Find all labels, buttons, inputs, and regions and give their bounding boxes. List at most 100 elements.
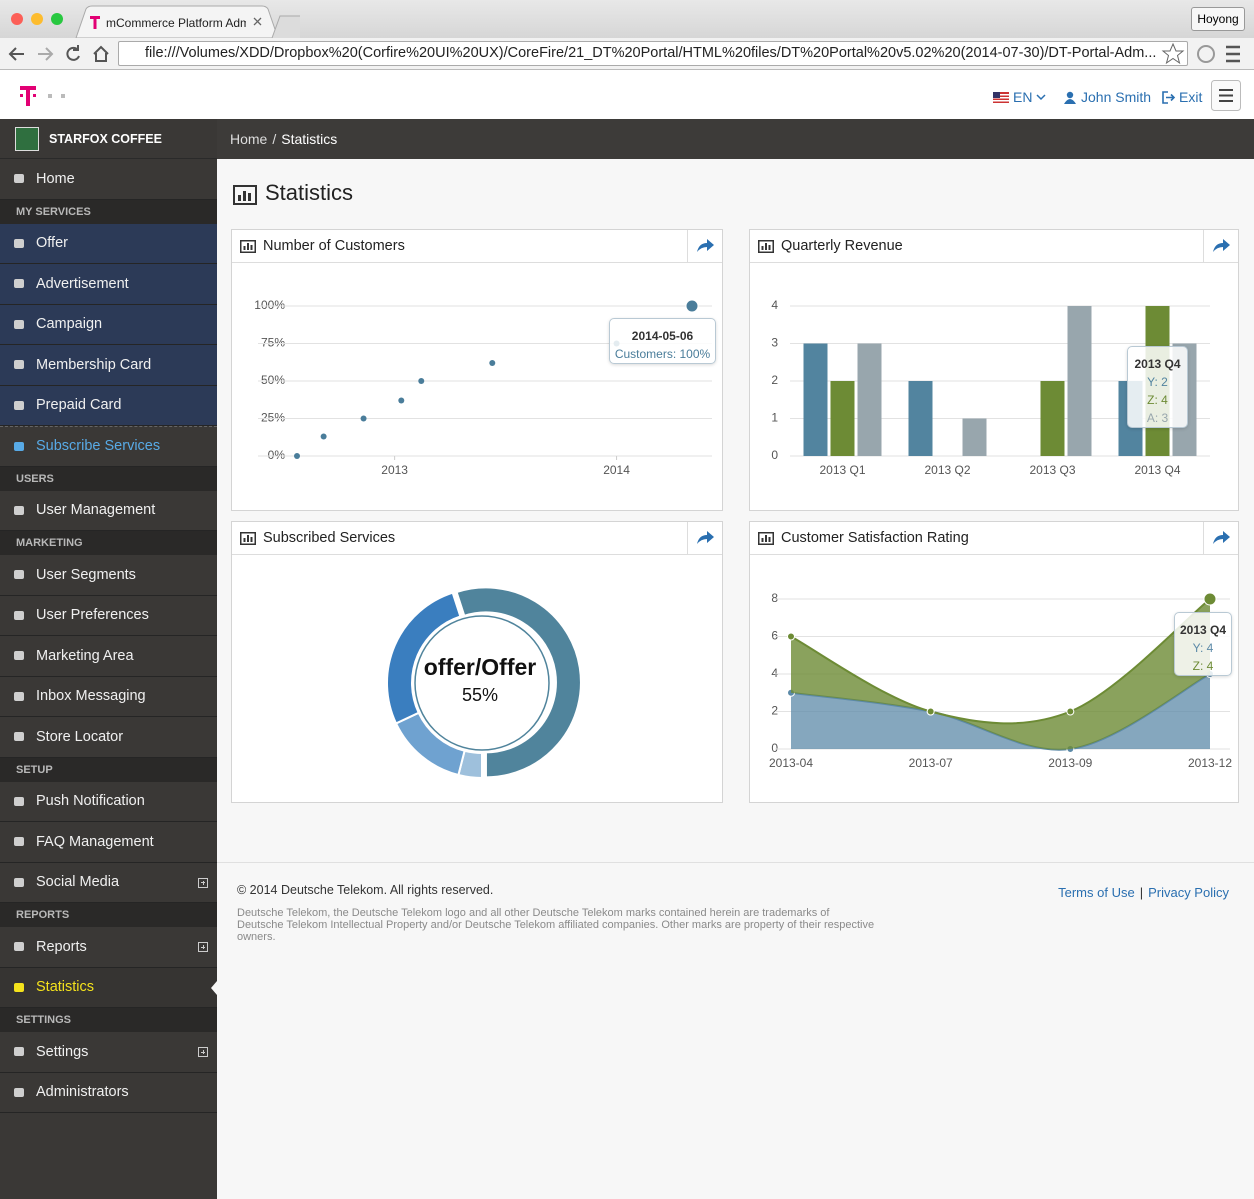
nav-section: MY SERVICES — [0, 199, 217, 224]
exit-link[interactable]: Exit — [1179, 89, 1203, 105]
tooltip-title: 2013 Q4 — [1179, 623, 1227, 637]
nav-icon — [14, 238, 24, 248]
active-tab[interactable] — [75, 5, 279, 38]
flag-icon — [993, 92, 1009, 103]
nav-item[interactable]: Social Media — [0, 862, 217, 903]
nav-item[interactable]: Marketing Area — [0, 636, 217, 677]
share-icon — [1213, 239, 1230, 252]
language-selector[interactable]: EN — [1013, 89, 1033, 105]
share-button[interactable] — [1203, 522, 1238, 554]
tooltip-title: 2013 Q4 — [1134, 357, 1181, 371]
share-button[interactable] — [687, 230, 722, 262]
brand-logo — [15, 126, 39, 151]
nav-item[interactable]: Store Locator — [0, 717, 217, 758]
nav-item[interactable]: Home — [0, 159, 217, 200]
nav-item[interactable]: Settings — [0, 1032, 217, 1073]
nav-icon — [14, 570, 24, 580]
user-name[interactable]: John Smith — [1081, 89, 1152, 105]
nav-label: Administrators — [36, 1084, 129, 1101]
nav-icon — [14, 837, 24, 847]
browser-menu[interactable] — [1226, 45, 1240, 63]
breadcrumb: Home / Statistics — [217, 119, 1254, 159]
nav-label: User Segments — [36, 566, 136, 583]
menu-button[interactable] — [1211, 80, 1241, 111]
panel-icon — [758, 239, 774, 253]
tab-close[interactable] — [253, 17, 262, 26]
new-tab[interactable] — [271, 15, 300, 38]
address-bar[interactable]: file:///Volumes/XDD/Dropbox%20(Corfire%2… — [118, 41, 1188, 66]
nav-item[interactable]: User Preferences — [0, 595, 217, 636]
favicon — [93, 16, 97, 29]
nav-item[interactable]: Inbox Messaging — [0, 676, 217, 717]
expand-icon[interactable] — [198, 877, 208, 888]
extension-icon[interactable] — [1197, 45, 1215, 63]
breadcrumb-item[interactable]: Home — [230, 131, 268, 147]
expand-icon[interactable] — [198, 1047, 208, 1057]
panel-header: Subscribed Services — [232, 522, 722, 555]
nav-icon — [14, 441, 24, 451]
maximize-window[interactable] — [51, 13, 63, 25]
browser-tab-bar: mCommerce Platform Adm Hoyong — [0, 0, 1254, 38]
nav-icon — [14, 1047, 24, 1057]
panel: Number of Customers — [231, 229, 723, 511]
page-title-icon — [233, 185, 257, 205]
panel-header: Number of Customers — [232, 230, 722, 263]
nav-label: Membership Card — [36, 356, 152, 373]
profile-button[interactable]: Hoyong — [1191, 7, 1245, 31]
panel: Subscribed Services — [231, 521, 723, 803]
nav-label: Store Locator — [36, 728, 124, 745]
panel-header: Quarterly Revenue — [750, 230, 1238, 263]
reload-button[interactable] — [66, 45, 80, 61]
tooltip-line: Y: 2 — [1147, 375, 1168, 389]
home-button[interactable] — [93, 45, 109, 62]
nav-item[interactable]: Statistics — [0, 967, 217, 1008]
tooltip: 2013 Q4 Y: 2 Z: 4 A: 3 — [1127, 346, 1188, 428]
nav-item[interactable]: Prepaid Card — [0, 385, 217, 426]
terms-link[interactable]: Terms of Use — [1058, 885, 1135, 900]
nav-icon — [14, 505, 24, 515]
nav-label: Offer — [36, 235, 68, 252]
nav-item[interactable]: Offer — [0, 223, 217, 264]
nav-label: FAQ Management — [36, 833, 154, 850]
nav-label: Subscribe Services — [36, 438, 161, 455]
tooltip-line: Z: 4 — [1147, 393, 1168, 407]
nav-item[interactable]: Push Notification — [0, 781, 217, 822]
nav-item[interactable]: FAQ Management — [0, 822, 217, 863]
back-button[interactable] — [8, 47, 24, 61]
nav-item[interactable]: Reports — [0, 927, 217, 968]
nav-label: User Management — [36, 502, 156, 519]
nav-item[interactable]: Membership Card — [0, 345, 217, 386]
disclaimer: Deutsche Telekom, the Deutsche Telekom l… — [237, 907, 875, 943]
expand-icon[interactable] — [198, 942, 208, 952]
nav-icon — [14, 360, 24, 370]
nav-label: Reports — [36, 938, 87, 955]
nav-item[interactable]: Subscribe Services — [0, 426, 217, 467]
share-icon — [697, 239, 714, 252]
nav-item[interactable]: User Management — [0, 490, 217, 531]
nav-section: REPORTS — [0, 903, 217, 927]
share-button[interactable] — [1203, 230, 1238, 262]
tab-title: mCommerce Platform Adm — [106, 16, 246, 30]
nav-icon — [14, 732, 24, 742]
share-button[interactable] — [687, 522, 722, 554]
close-window[interactable] — [11, 13, 23, 25]
panel: Customer Satisfaction Rating — [749, 521, 1239, 803]
nav-item[interactable]: Campaign — [0, 304, 217, 345]
minimize-window[interactable] — [31, 13, 43, 25]
panel-header: Customer Satisfaction Rating — [750, 522, 1238, 555]
tooltip-title: 2014-05-06 — [631, 329, 694, 343]
nav-label: Home — [36, 170, 75, 187]
nav-item[interactable]: Advertisement — [0, 264, 217, 305]
nav-item[interactable]: User Segments — [0, 555, 217, 596]
nav-item[interactable]: Administrators — [0, 1072, 217, 1113]
bookmark-star[interactable] — [1161, 42, 1185, 65]
nav-label: Social Media — [36, 874, 120, 891]
nav-label: Inbox Messaging — [36, 688, 146, 705]
privacy-link[interactable]: Privacy Policy — [1148, 885, 1229, 900]
forward-button[interactable] — [38, 47, 54, 61]
nav-icon — [14, 942, 24, 952]
breadcrumb-item: Statistics — [281, 131, 338, 147]
nav-icon — [14, 174, 24, 184]
nav-section: SETUP — [0, 757, 217, 782]
